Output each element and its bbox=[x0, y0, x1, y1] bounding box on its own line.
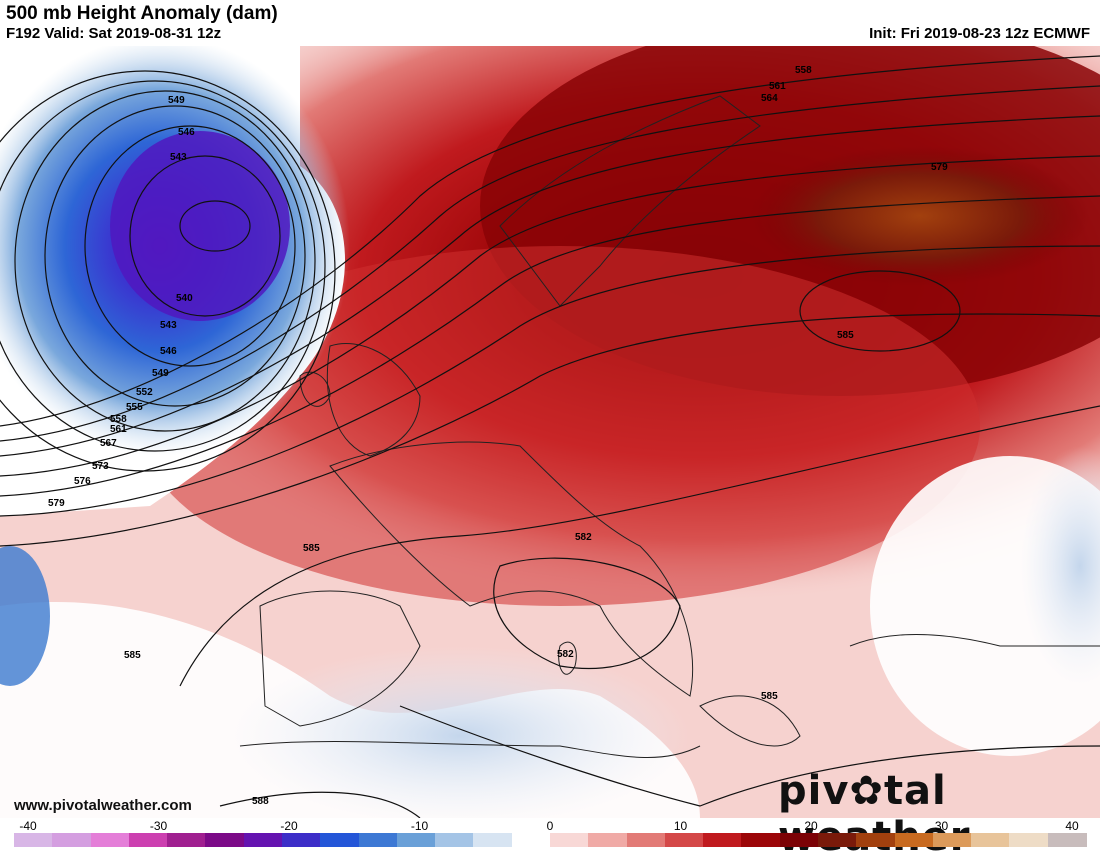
contour-label: 555 bbox=[126, 402, 143, 413]
contour-label: 573 bbox=[92, 461, 109, 472]
colorbar-segment bbox=[741, 833, 781, 847]
contour-label: 585 bbox=[837, 330, 854, 341]
colorbar-ticks: -40 -30 -20 -10 0 10 20 30 40 bbox=[0, 819, 1100, 833]
colorbar-tick-label: -20 bbox=[280, 819, 298, 833]
contour-label: 585 bbox=[124, 650, 141, 661]
colorbar-tick-label: -30 bbox=[149, 819, 168, 833]
colorbar-segment bbox=[894, 833, 934, 847]
colorbar-segment bbox=[1047, 833, 1087, 847]
contour-label: 549 bbox=[168, 95, 185, 106]
contour-label: 561 bbox=[110, 424, 127, 435]
valid-time: F192 Valid: Sat 2019-08-31 12z bbox=[6, 25, 222, 42]
contour-label: 579 bbox=[931, 162, 948, 173]
map-title: 500 mb Height Anomaly (dam) bbox=[6, 3, 278, 24]
contour-label: 549 bbox=[152, 368, 169, 379]
init-time: Init: Fri 2019-08-23 12z ECMWF bbox=[869, 25, 1090, 42]
contour-label: 552 bbox=[136, 387, 153, 398]
colorbar-segment bbox=[205, 833, 245, 847]
contour-label: 546 bbox=[160, 346, 177, 357]
logo-text-left: piv bbox=[778, 768, 850, 814]
colorbar-segment bbox=[52, 833, 92, 847]
contour-label: 585 bbox=[761, 691, 778, 702]
colorbar-segment bbox=[396, 833, 437, 847]
colorbar-tick-label: -10 bbox=[410, 819, 429, 833]
colorbar-segment bbox=[818, 833, 858, 847]
colorbar-segment bbox=[320, 833, 360, 847]
colorbar-tick-label: 30 bbox=[934, 819, 949, 833]
colorbar-segment bbox=[128, 833, 169, 847]
colorbar-segment bbox=[435, 833, 475, 847]
contour-label: 582 bbox=[557, 649, 574, 660]
colorbar-segment bbox=[550, 833, 590, 847]
colorbar-segment bbox=[358, 833, 398, 847]
colorbar-segment bbox=[971, 833, 1011, 847]
website-credit: www.pivotalweather.com bbox=[14, 797, 192, 814]
colorbar-segment bbox=[1009, 833, 1049, 847]
colorbar-segment bbox=[856, 833, 896, 847]
colorbar-segment bbox=[664, 833, 705, 847]
contour-label: 561 bbox=[769, 81, 786, 92]
contour-label: 567 bbox=[100, 438, 117, 449]
colorbar-tick-label: -40 bbox=[19, 819, 37, 833]
contour-label: 558 bbox=[795, 65, 812, 76]
colorbar-segment bbox=[511, 833, 551, 847]
colorbar bbox=[14, 833, 1087, 847]
contour-label: 582 bbox=[575, 532, 592, 543]
colorbar-segment bbox=[779, 833, 819, 847]
colorbar-segment bbox=[243, 833, 283, 847]
colorbar-segment bbox=[588, 833, 628, 847]
contour-label: 588 bbox=[252, 796, 269, 807]
contour-label: 543 bbox=[170, 152, 187, 163]
colorbar-tick-label: 40 bbox=[1065, 819, 1079, 833]
contour-label: 558 bbox=[110, 414, 127, 425]
contour-label: 579 bbox=[48, 498, 65, 509]
colorbar-tick-label: 20 bbox=[804, 819, 818, 833]
colorbar-segment bbox=[14, 833, 54, 847]
height-contours bbox=[0, 55, 1100, 818]
contour-label: 564 bbox=[761, 93, 778, 104]
colorbar-segment bbox=[282, 833, 322, 847]
contour-label: 543 bbox=[160, 320, 177, 331]
header-bar: 500 mb Height Anomaly (dam) F192 Valid: … bbox=[0, 0, 1100, 46]
colorbar-segment bbox=[626, 833, 666, 847]
colorbar-segment bbox=[167, 833, 207, 847]
contour-label: 540 bbox=[176, 293, 193, 304]
colorbar-segment bbox=[90, 833, 130, 847]
contour-labels: 549 546 543 540 543 546 549 552 555 558 … bbox=[48, 65, 948, 807]
colorbar-segment bbox=[473, 833, 513, 847]
colorbar-tick-label: 0 bbox=[546, 819, 554, 833]
colorbar-tick-label: 10 bbox=[673, 819, 688, 833]
contour-label: 585 bbox=[303, 543, 320, 554]
colorbar-segment bbox=[932, 833, 973, 847]
contour-label: 576 bbox=[74, 476, 91, 487]
map-canvas: 549 546 543 540 543 546 549 552 555 558 … bbox=[0, 46, 1100, 818]
contour-label: 546 bbox=[178, 127, 195, 138]
anomaly-map: 549 546 543 540 543 546 549 552 555 558 … bbox=[0, 46, 1100, 818]
gear-icon: ✿ bbox=[849, 768, 884, 814]
coastlines bbox=[239, 95, 1100, 758]
colorbar-segment bbox=[703, 833, 743, 847]
